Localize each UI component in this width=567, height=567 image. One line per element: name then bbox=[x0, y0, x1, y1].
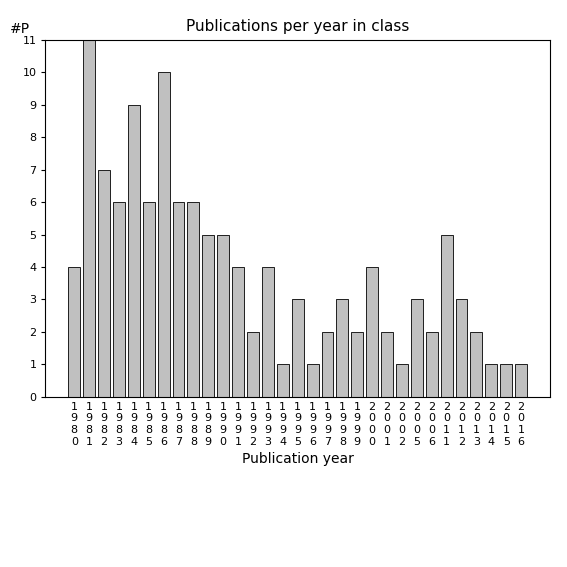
Bar bbox=[202, 235, 214, 397]
Title: Publications per year in class: Publications per year in class bbox=[186, 19, 409, 35]
Text: #P: #P bbox=[10, 22, 30, 36]
Bar bbox=[128, 105, 140, 397]
Bar bbox=[68, 267, 80, 397]
Bar bbox=[83, 40, 95, 397]
Bar bbox=[485, 365, 497, 397]
Bar bbox=[217, 235, 229, 397]
Bar bbox=[352, 332, 363, 397]
Bar bbox=[307, 365, 319, 397]
Bar bbox=[98, 170, 110, 397]
Bar bbox=[441, 235, 452, 397]
Bar bbox=[172, 202, 184, 397]
Bar bbox=[262, 267, 274, 397]
Bar bbox=[291, 299, 304, 397]
Bar bbox=[247, 332, 259, 397]
Bar bbox=[113, 202, 125, 397]
Bar bbox=[366, 267, 378, 397]
Bar bbox=[232, 267, 244, 397]
Bar bbox=[158, 72, 170, 397]
Bar bbox=[515, 365, 527, 397]
X-axis label: Publication year: Publication year bbox=[242, 452, 354, 466]
Bar bbox=[471, 332, 483, 397]
Bar bbox=[396, 365, 408, 397]
Bar bbox=[411, 299, 423, 397]
Bar bbox=[143, 202, 155, 397]
Bar bbox=[321, 332, 333, 397]
Bar bbox=[381, 332, 393, 397]
Bar bbox=[426, 332, 438, 397]
Bar bbox=[500, 365, 512, 397]
Bar bbox=[455, 299, 467, 397]
Bar bbox=[277, 365, 289, 397]
Bar bbox=[188, 202, 200, 397]
Bar bbox=[336, 299, 348, 397]
